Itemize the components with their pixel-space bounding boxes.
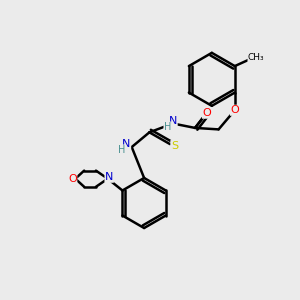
Text: O: O: [230, 105, 239, 115]
Text: O: O: [202, 108, 211, 118]
Text: N: N: [105, 172, 113, 182]
Text: N: N: [169, 116, 177, 126]
Text: N: N: [122, 139, 130, 149]
Text: CH₃: CH₃: [248, 53, 265, 62]
Text: S: S: [171, 141, 178, 151]
Text: H: H: [164, 122, 171, 132]
Text: H: H: [118, 145, 125, 155]
Text: O: O: [68, 174, 77, 184]
